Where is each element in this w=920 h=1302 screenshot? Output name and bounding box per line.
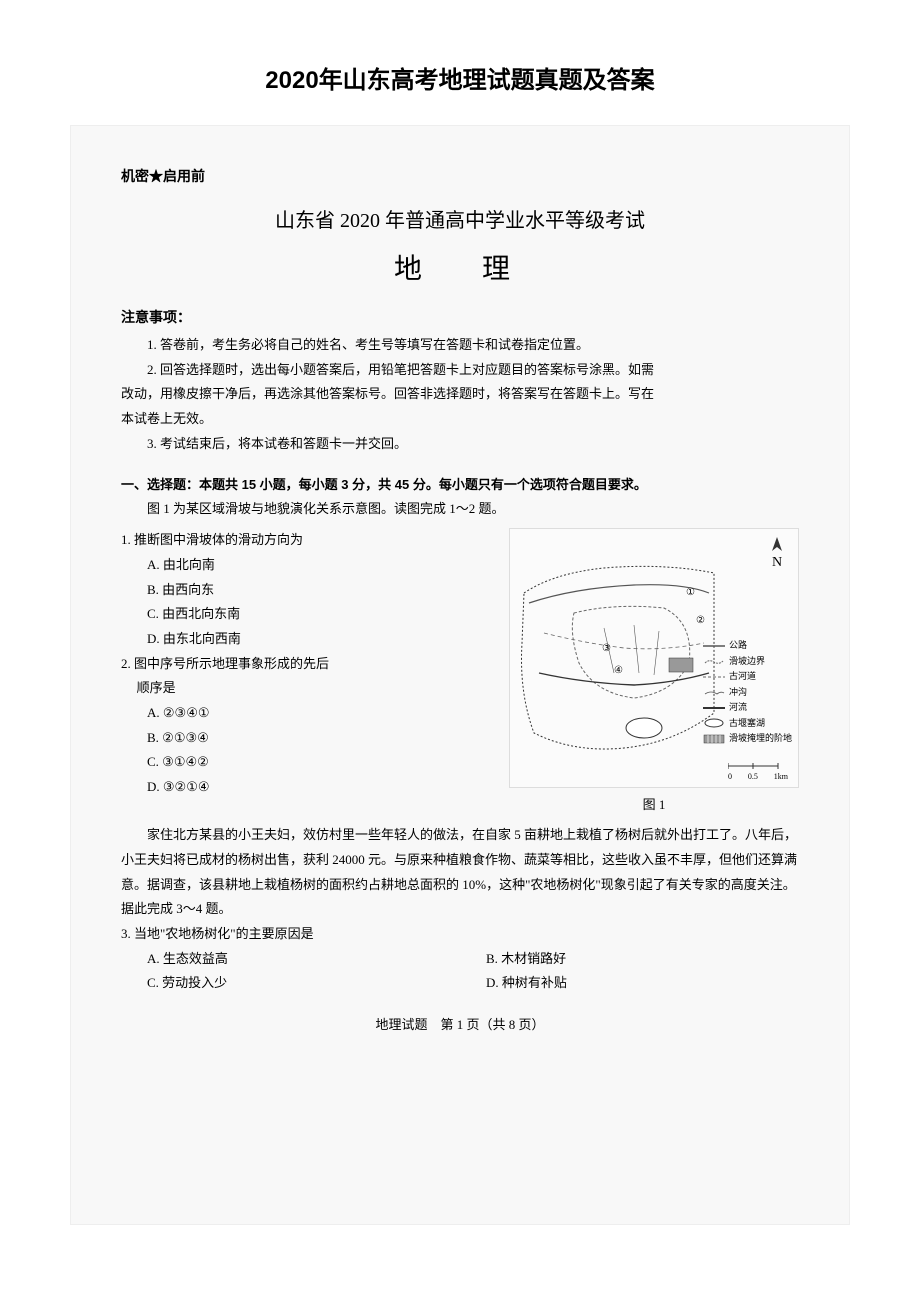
q2-option-b: B. ②①③④	[121, 726, 495, 751]
q3-option-a: A. 生态效益高	[121, 947, 460, 972]
map-legend: 公路 滑坡边界 古河道 冲沟	[703, 639, 792, 748]
notice-2c: 本试卷上无效。	[121, 407, 799, 432]
marker-2: ②	[696, 615, 705, 626]
notice-heading: 注意事项：	[121, 307, 799, 327]
map-old-channel	[544, 633, 704, 649]
q3-options-row2: C. 劳动投入少 D. 种树有补贴	[121, 971, 799, 996]
q1-option-d: D. 由东北向西南	[121, 627, 495, 652]
q3-options-row1: A. 生态效益高 B. 木材销路好	[121, 947, 799, 972]
legend-old-channel: 古河道	[703, 670, 792, 684]
legend-river-label: 河流	[729, 701, 747, 715]
legend-road-icon	[703, 642, 725, 650]
q1-q2-col: 1. 推断图中滑坡体的滑动方向为 A. 由北向南 B. 由西向东 C. 由西北向…	[121, 528, 495, 813]
passage-2: 家住北方某县的小王夫妇，效仿村里一些年轻人的做法，在自家 5 亩耕地上栽植了杨树…	[121, 823, 799, 922]
map-buried-terrace	[669, 658, 693, 672]
q3-stem: 3. 当地"农地杨树化"的主要原因是	[121, 922, 799, 947]
page-footer: 地理试题 第 1 页（共 8 页）	[121, 1014, 799, 1033]
scale-bar-icon	[728, 762, 788, 770]
legend-old-channel-label: 古河道	[729, 670, 756, 684]
legend-gully-label: 冲沟	[729, 686, 747, 700]
notice-3: 3. 考试结束后，将本试卷和答题卡一并交回。	[121, 432, 799, 457]
notice-2b: 改动，用橡皮擦干净后，再选涂其他答案标号。回答非选择题时，将答案写在答题卡上。写…	[121, 382, 799, 407]
map-lake	[626, 718, 662, 738]
figure-1-col: N ① ② ③ ④	[509, 528, 799, 813]
legend-gully-icon	[703, 688, 725, 696]
q2-option-c: C. ③①④②	[121, 750, 495, 775]
q2-option-a: A. ②③④①	[121, 701, 495, 726]
legend-buried-icon	[703, 735, 725, 743]
legend-lake: 古堰塞湖	[703, 717, 792, 731]
q1-stem: 1. 推断图中滑坡体的滑动方向为	[121, 528, 495, 553]
legend-old-channel-icon	[703, 673, 725, 681]
north-label: N	[772, 555, 782, 570]
scanned-page: 机密★启用前 山东省 2020 年普通高中学业水平等级考试 地 理 注意事项： …	[70, 125, 850, 1225]
confidential-label: 机密★启用前	[121, 166, 799, 186]
exam-title: 山东省 2020 年普通高中学业水平等级考试	[121, 204, 799, 233]
north-arrow: N	[770, 537, 784, 571]
q3-option-d: D. 种树有补贴	[460, 971, 799, 996]
scale-0: 0	[728, 772, 732, 781]
section-1-title: 一、选择题：本题共 15 小题，每小题 3 分，共 45 分。每小题只有一个选项…	[121, 474, 799, 493]
q3-option-b: B. 木材销路好	[460, 947, 799, 972]
q2-stem-line2: 顺序是	[121, 676, 495, 701]
marker-1: ①	[686, 587, 695, 598]
q2-option-d: D. ③②①④	[121, 775, 495, 800]
figure-1: N ① ② ③ ④	[509, 528, 799, 788]
q1-option-c: C. 由西北向东南	[121, 602, 495, 627]
legend-lake-icon	[703, 719, 725, 727]
q3-option-c: C. 劳动投入少	[121, 971, 460, 996]
legend-road: 公路	[703, 639, 792, 653]
map-road	[529, 585, 709, 603]
marker-3: ③	[602, 643, 611, 654]
map-diagram: ① ② ③ ④	[514, 533, 724, 783]
q1-option-b: B. 由西向东	[121, 578, 495, 603]
legend-boundary: 滑坡边界	[703, 655, 792, 669]
legend-river: 河流	[703, 701, 792, 715]
subject-title: 地 理	[121, 247, 799, 287]
legend-boundary-label: 滑坡边界	[729, 655, 765, 669]
legend-road-label: 公路	[729, 639, 747, 653]
q1-q2-row: 1. 推断图中滑坡体的滑动方向为 A. 由北向南 B. 由西向东 C. 由西北向…	[121, 528, 799, 813]
legend-buried: 滑坡掩埋的阶地	[703, 732, 792, 746]
q2-stem-line1: 2. 图中序号所示地理事象形成的先后	[121, 652, 495, 677]
legend-river-icon	[703, 704, 725, 712]
notice-1: 1. 答卷前，考生务必将自己的姓名、考生号等填写在答题卡和试卷指定位置。	[121, 333, 799, 358]
q1-option-a: A. 由北向南	[121, 553, 495, 578]
scale-mid: 0.5	[748, 772, 758, 781]
marker-4: ④	[614, 665, 623, 676]
scale-bar: 0 0.5 1km	[728, 762, 788, 781]
legend-boundary-icon	[703, 657, 725, 665]
map-river	[539, 673, 709, 685]
passage-1: 图 1 为某区域滑坡与地貌演化关系示意图。读图完成 1～2 题。	[121, 497, 799, 522]
notice-2a: 2. 回答选择题时，选出每小题答案后，用铅笔把答题卡上对应题目的答案标号涂黑。如…	[121, 358, 799, 383]
legend-gully: 冲沟	[703, 686, 792, 700]
north-arrow-icon	[770, 537, 784, 555]
figure-1-caption: 图 1	[509, 794, 799, 813]
legend-buried-label: 滑坡掩埋的阶地	[729, 732, 792, 746]
main-title: 2020年山东高考地理试题真题及答案	[60, 60, 860, 95]
scale-end: 1km	[774, 772, 788, 781]
map-gullies	[604, 625, 659, 675]
legend-lake-label: 古堰塞湖	[729, 717, 765, 731]
